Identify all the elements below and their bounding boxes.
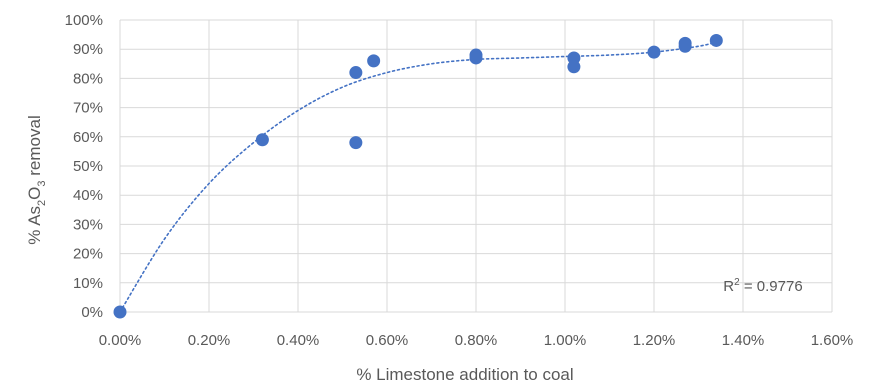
x-axis-title: % Limestone addition to coal [356, 365, 573, 384]
data-point [255, 133, 269, 147]
y-tick-label: 50% [73, 158, 103, 175]
data-point [647, 45, 661, 59]
data-point [367, 54, 381, 68]
trendline [119, 41, 718, 313]
x-tick-label: 1.20% [633, 332, 676, 349]
grid-lines [119, 19, 833, 313]
data-point [469, 51, 483, 65]
y-axis-title-part: O [25, 187, 44, 200]
data-point [678, 36, 692, 50]
r-squared-prefix: R [723, 278, 734, 295]
trendline-group [119, 41, 718, 313]
data-point [349, 66, 363, 80]
x-tick-label: 0.60% [366, 332, 409, 349]
data-point [113, 305, 127, 319]
x-tick-label: 0.40% [277, 332, 320, 349]
y-axis-title: % As2O3 removal [25, 115, 48, 244]
data-point [567, 60, 581, 74]
y-tick-label: 60% [73, 129, 103, 146]
x-tick-label: 0.20% [188, 332, 231, 349]
x-tick-label: 1.60% [811, 332, 854, 349]
x-tick-label: 1.40% [722, 332, 765, 349]
x-tick-labels: 0.00% 0.20% 0.40% 0.60% 0.80% 1.00% 1.20% 1.40%… [99, 332, 854, 349]
y-tick-label: 100% [65, 12, 103, 29]
y-tick-label: 30% [73, 216, 103, 233]
y-tick-label: 10% [73, 275, 103, 292]
y-tick-label: 70% [73, 100, 103, 117]
x-tick-label: 0.80% [455, 332, 498, 349]
y-tick-labels: 0% 10% 20% 30% 40% 50% 60% 70% 80% 90% 100% [65, 12, 103, 321]
r-squared-annotation: R2 = 0.9776 [723, 277, 802, 295]
y-tick-label: 90% [73, 41, 103, 58]
y-tick-label: 40% [73, 187, 103, 204]
x-tick-label: 1.00% [544, 332, 587, 349]
data-points [113, 33, 723, 319]
x-tick-label: 0.00% [99, 332, 142, 349]
y-axis-title-part: % As [25, 206, 44, 245]
data-point [349, 136, 363, 150]
y-axis-title-subscript: 3 [36, 180, 48, 186]
y-tick-label: 80% [73, 70, 103, 87]
data-point [709, 33, 723, 47]
y-tick-label: 20% [73, 246, 103, 263]
y-axis-title-part: removal [25, 115, 44, 180]
y-axis-title-subscript: 2 [36, 200, 48, 206]
r-squared-superscript: 2 [734, 277, 740, 288]
r-squared-value: = 0.9776 [740, 278, 803, 295]
y-tick-label: 0% [81, 304, 103, 321]
